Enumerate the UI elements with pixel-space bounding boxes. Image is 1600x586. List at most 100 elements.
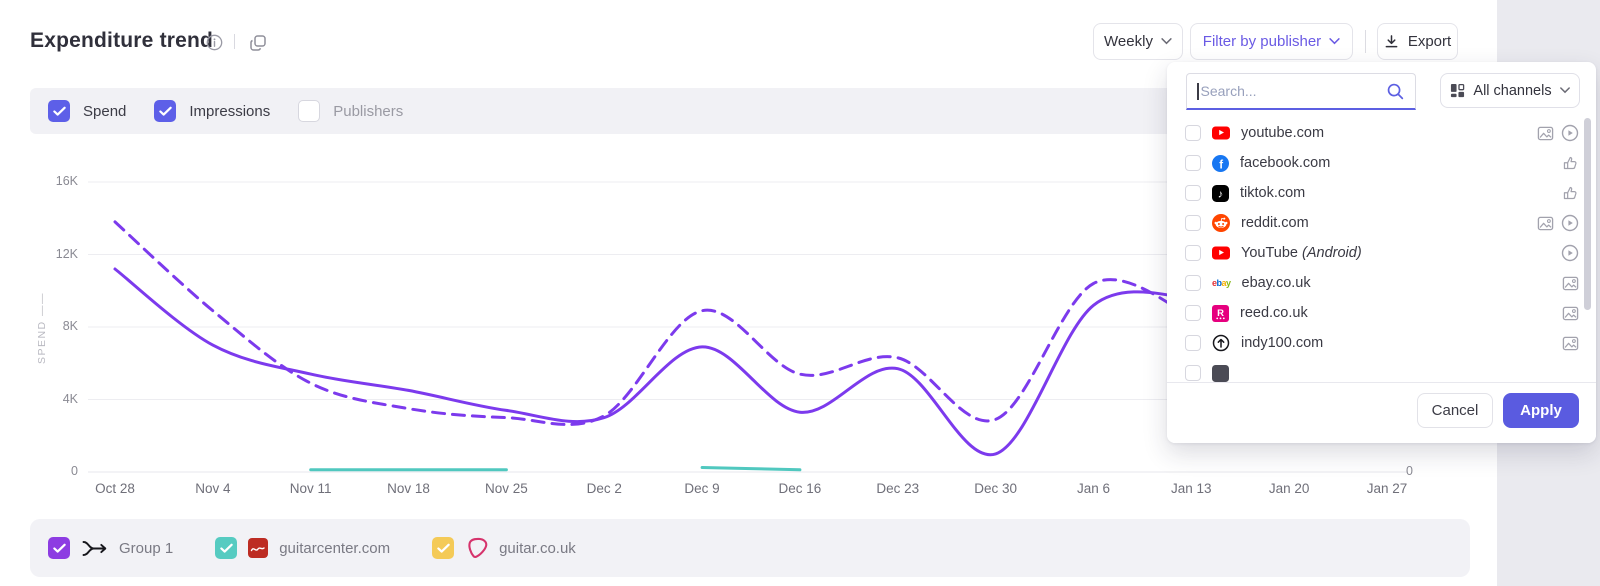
- x-tick-label: Jan 13: [1171, 481, 1212, 496]
- legend-label: guitarcenter.com: [279, 539, 391, 557]
- cancel-button[interactable]: Cancel: [1417, 393, 1493, 428]
- panel-scrollbar[interactable]: [1584, 118, 1591, 436]
- period-dropdown-label: Weekly: [1104, 33, 1153, 50]
- video-ad-icon: [1561, 244, 1579, 262]
- publisher-search-box[interactable]: [1186, 73, 1416, 110]
- publisher-name: facebook.com: [1240, 155, 1331, 171]
- youtube-favicon: [1212, 246, 1230, 260]
- youtube-favicon: [1212, 126, 1230, 140]
- group-merge-icon: [81, 539, 108, 558]
- copy-icon[interactable]: [249, 34, 267, 52]
- publisher-row-indy100-com[interactable]: indy100.com: [1167, 328, 1579, 358]
- toggle-impressions[interactable]: Impressions: [154, 100, 270, 122]
- publishers-checkbox[interactable]: [298, 100, 321, 122]
- series-dashed-line: [113, 220, 1193, 427]
- channel-type-icons: [1525, 298, 1579, 328]
- reed-favicon: R: [1212, 304, 1229, 322]
- chevron-down-icon: [1161, 38, 1172, 45]
- export-icon: [1385, 35, 1398, 48]
- publisher-row-partial[interactable]: [1167, 358, 1579, 382]
- publisher-row-facebook-com[interactable]: f facebook.com: [1167, 148, 1579, 178]
- page-title: Expenditure trend: [30, 29, 214, 52]
- publisher-name-suffix: (Android): [1297, 245, 1362, 261]
- publisher-checkbox[interactable]: [1185, 305, 1201, 321]
- publisher-row-tiktok-com[interactable]: ♪ tiktok.com: [1167, 178, 1579, 208]
- display-ad-icon: [1537, 215, 1554, 232]
- x-tick-label: Jan 27: [1366, 481, 1408, 496]
- display-ad-icon: [1562, 305, 1579, 322]
- export-button-label: Export: [1407, 33, 1452, 50]
- publisher-checkbox[interactable]: [1185, 185, 1201, 201]
- svg-text:♪: ♪: [1218, 188, 1224, 200]
- publisher-checkbox[interactable]: [1185, 245, 1201, 261]
- publisher-checkbox[interactable]: [1185, 125, 1201, 141]
- impressions-checkbox[interactable]: [154, 100, 177, 122]
- y-tick-label: 4K: [62, 391, 78, 406]
- facebook-favicon: f: [1212, 154, 1229, 172]
- publisher-checkbox[interactable]: [1185, 335, 1201, 351]
- spend-checkbox[interactable]: [48, 100, 70, 122]
- channel-type-icons: [1525, 118, 1579, 148]
- toolbar-divider: [1365, 30, 1366, 53]
- all-channels-dropdown[interactable]: All channels: [1440, 73, 1580, 108]
- x-tick-label: Dec 2: [586, 481, 622, 496]
- info-icon[interactable]: [206, 34, 223, 51]
- legend-checkbox[interactable]: [215, 537, 238, 559]
- y-tick-label: 0: [71, 464, 78, 478]
- x-tick-label: Jan 6: [1076, 481, 1110, 496]
- publisher-name: YouTube (Android): [1241, 245, 1362, 261]
- toggle-publishers[interactable]: Publishers: [298, 100, 403, 122]
- search-icon: [1387, 83, 1404, 99]
- x-tick-label: Dec 9: [684, 481, 720, 496]
- legend-item-group-1[interactable]: Group 1: [48, 537, 173, 559]
- publisher-checkbox[interactable]: [1185, 365, 1201, 381]
- channel-type-icons: [1525, 178, 1579, 208]
- y-tick-label: 8K: [62, 319, 78, 333]
- publisher-row-youtube[interactable]: YouTube (Android): [1167, 238, 1579, 268]
- toggle-spend[interactable]: Spend: [48, 100, 126, 122]
- publisher-name: tiktok.com: [1240, 185, 1306, 201]
- legend-checkbox[interactable]: [48, 537, 70, 559]
- chevron-down-icon: [1559, 87, 1570, 94]
- guitar-pick-icon: [465, 536, 488, 560]
- apply-button[interactable]: Apply: [1503, 393, 1579, 428]
- x-tick-label: Nov 11: [289, 481, 332, 496]
- legend-checkbox[interactable]: [432, 537, 455, 559]
- legend-label: guitar.co.uk: [499, 539, 576, 557]
- scrollbar-thumb[interactable]: [1584, 118, 1591, 310]
- publisher-row-youtube-com[interactable]: youtube.com: [1167, 118, 1579, 148]
- guitarcenter-favicon: [248, 538, 269, 558]
- video-ad-icon: [1561, 124, 1579, 142]
- toggle-label: Impressions: [189, 102, 271, 120]
- publisher-checkbox[interactable]: [1185, 155, 1201, 171]
- indy-favicon: [1212, 334, 1230, 352]
- display-ad-icon: [1537, 125, 1554, 142]
- legend-item-guitar-co-uk[interactable]: guitar.co.uk: [432, 536, 576, 560]
- x-tick-label: Nov 18: [387, 481, 430, 496]
- publisher-row-reddit-com[interactable]: reddit.com: [1167, 208, 1579, 238]
- toggle-label: Publishers: [333, 102, 404, 120]
- svg-text:R: R: [1217, 307, 1224, 318]
- publisher-name: youtube.com: [1241, 125, 1325, 141]
- x-tick-label: Oct 28: [95, 481, 135, 496]
- publisher-checkbox[interactable]: [1185, 215, 1201, 231]
- channel-type-icons: [1525, 148, 1579, 178]
- x-tick-label: Dec 23: [876, 481, 920, 496]
- right-axis-zero-label: 0: [1406, 464, 1413, 478]
- ebay-favicon: ebay: [1212, 278, 1231, 288]
- publisher-search-input[interactable]: [1200, 83, 1384, 99]
- publisher-checkbox[interactable]: [1185, 275, 1201, 291]
- header-divider: [234, 34, 235, 49]
- publisher-row-ebay-co-uk[interactable]: ebay ebay.co.uk: [1167, 268, 1579, 298]
- channel-type-icons: [1525, 238, 1579, 268]
- series-solid-line: [113, 267, 1193, 457]
- x-tick-label: Nov 25: [484, 481, 528, 496]
- period-dropdown[interactable]: Weekly: [1093, 23, 1183, 60]
- filter-dropdown-label: Filter by publisher: [1202, 33, 1322, 50]
- all-channels-label: All channels: [1473, 82, 1552, 99]
- filter-by-publisher-dropdown[interactable]: Filter by publisher: [1190, 23, 1353, 60]
- reddit-favicon: [1212, 214, 1230, 232]
- legend-item-guitarcenter-com[interactable]: guitarcenter.com: [215, 537, 390, 559]
- export-button[interactable]: Export: [1377, 23, 1458, 60]
